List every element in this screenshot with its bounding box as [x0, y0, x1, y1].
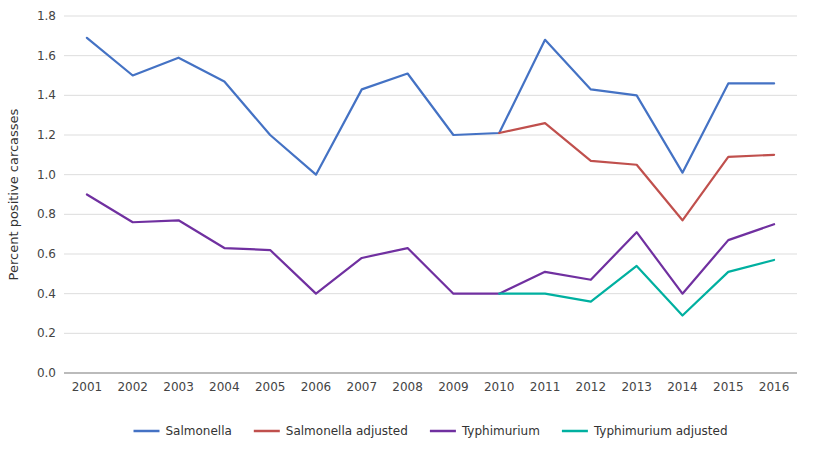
grid-line [64, 373, 797, 374]
y-tick-label: 0.2 [37, 326, 56, 340]
chart-container: 0.00.20.40.60.81.01.21.41.61.82001200220… [0, 0, 819, 461]
x-tick-label: 2015 [713, 380, 744, 394]
x-tick-label: 2012 [576, 380, 607, 394]
series-line [87, 38, 774, 175]
grid-line [64, 254, 797, 255]
legend-swatch [562, 430, 588, 433]
x-tick-label: 2002 [117, 380, 148, 394]
grid-line [64, 55, 797, 56]
x-tick-label: 2014 [667, 380, 698, 394]
y-tick-label: 0.6 [37, 247, 56, 261]
y-tick-label: 1.8 [37, 9, 56, 23]
grid-line [64, 95, 797, 96]
legend-item: Salmonella adjusted [254, 424, 408, 438]
legend-swatch [254, 430, 280, 433]
lines [87, 38, 774, 316]
x-tick-label: 2006 [301, 380, 332, 394]
legend-item: Salmonella [134, 424, 232, 438]
x-tick-label: 2004 [209, 380, 240, 394]
legend-label: Salmonella [166, 424, 232, 438]
series-line [499, 123, 774, 220]
grid-line [64, 293, 797, 294]
legend-swatch [430, 430, 456, 433]
x-tick-label: 2008 [392, 380, 423, 394]
x-tick-label: 2003 [163, 380, 194, 394]
y-tick-label: 0.4 [37, 287, 56, 301]
series-line [499, 260, 774, 316]
grid-line [64, 333, 797, 334]
series-line [87, 195, 774, 294]
x-tick-label: 2010 [484, 380, 515, 394]
x-tick-label: 2007 [347, 380, 378, 394]
y-tick-label: 1.0 [37, 168, 56, 182]
y-tick-labels: 0.0 0.2 0.4 0.6 0.8 1.0 1.2 1.4 1.6 1.8 [37, 9, 56, 380]
x-tick-label: 2001 [72, 380, 103, 394]
legend-item: Typhimurium adjusted [562, 424, 728, 438]
y-tick-label: 1.6 [37, 49, 56, 63]
x-tick-label: 2005 [255, 380, 286, 394]
legend-label: Salmonella adjusted [286, 424, 408, 438]
x-tick-label: 2013 [621, 380, 652, 394]
x-axis-line [64, 373, 797, 374]
y-grid [64, 16, 797, 373]
grid-line [64, 135, 797, 136]
chart-svg: 0.00.20.40.60.81.01.21.41.61.82001200220… [0, 0, 819, 461]
grid-line [64, 16, 797, 17]
grid-line [64, 174, 797, 175]
x-tick-label: 2016 [759, 380, 790, 394]
legend: Salmonella Salmonella adjusted Typhimurium… [134, 424, 728, 438]
x-tick-label: 2011 [530, 380, 561, 394]
y-tick-label: 1.2 [37, 128, 56, 142]
x-tick-labels: 2001 2002 2003 2004 2005 2006 2007 2008 2009 2010… [72, 380, 790, 394]
legend-label: Typhimurium [461, 424, 540, 438]
legend-swatch [134, 430, 160, 433]
y-tick-label: 1.4 [37, 88, 56, 102]
legend-item: Typhimurium [430, 424, 540, 438]
y-tick-label: 0.0 [37, 366, 56, 380]
y-tick-label: 0.8 [37, 207, 56, 221]
x-tick-label: 2009 [438, 380, 469, 394]
legend-label: Typhimurium adjusted [593, 424, 728, 438]
y-axis-label: Percent positive carcasses [6, 108, 21, 280]
